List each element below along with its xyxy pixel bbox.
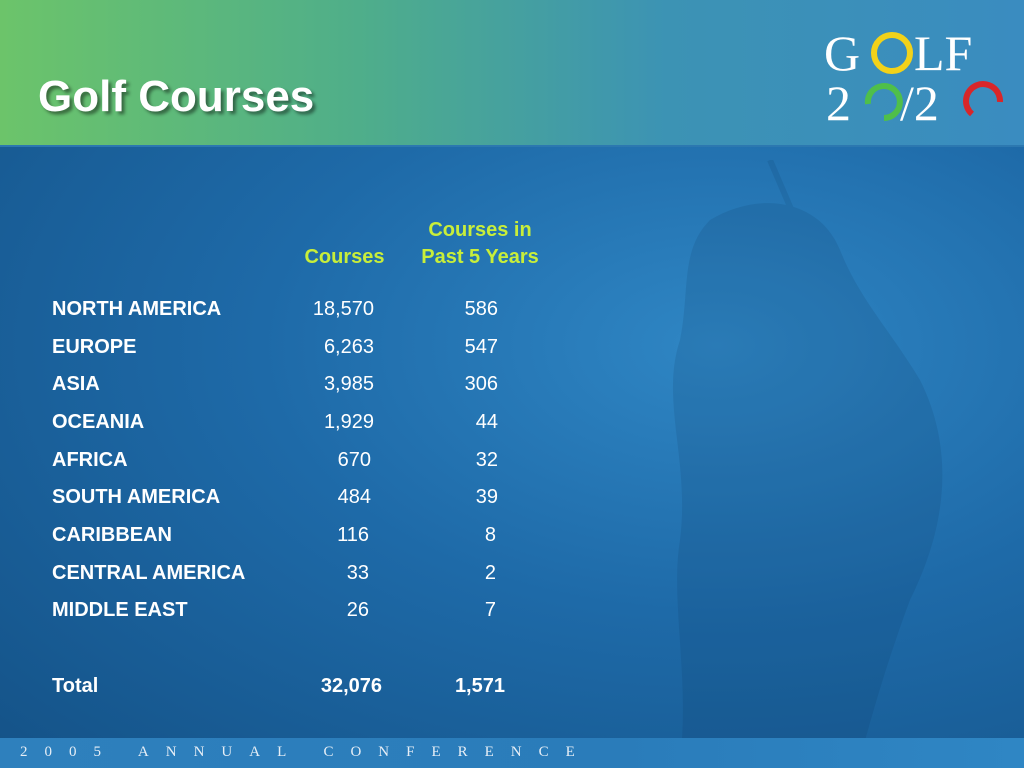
past5-value: 39 bbox=[475, 486, 498, 508]
svg-text:G: G bbox=[824, 25, 862, 81]
past5-column-header-line1: Courses in bbox=[428, 219, 532, 241]
courses-value: 3,985 bbox=[323, 373, 374, 395]
svg-text:/2: /2 bbox=[900, 75, 939, 130]
region-label: AFRICA bbox=[52, 449, 128, 471]
past5-value: 547 bbox=[464, 336, 498, 358]
region-label: OCEANIA bbox=[52, 411, 145, 433]
courses-column-header: Courses bbox=[304, 246, 385, 268]
past5-value: 44 bbox=[475, 411, 498, 433]
courses-value: 18,570 bbox=[312, 298, 374, 320]
golf-2020-logo: G LF 2 /2 bbox=[824, 25, 1004, 130]
past5-value: 2 bbox=[484, 562, 496, 584]
region-label: CENTRAL AMERICA bbox=[52, 562, 246, 584]
svg-text:2: 2 bbox=[826, 75, 851, 130]
past5-value: 306 bbox=[464, 373, 498, 395]
region-label: NORTH AMERICA bbox=[52, 298, 222, 320]
title-banner bbox=[0, 0, 1024, 147]
past5-value: 586 bbox=[464, 298, 498, 320]
courses-value: 1,929 bbox=[323, 411, 374, 433]
region-label: MIDDLE EAST bbox=[52, 599, 188, 621]
region-label: ASIA bbox=[52, 373, 100, 395]
region-label: EUROPE bbox=[52, 336, 137, 358]
past5-value: 32 bbox=[475, 449, 498, 471]
courses-value: 484 bbox=[337, 486, 371, 508]
courses-value: 6,263 bbox=[323, 336, 374, 358]
past5-value: 7 bbox=[484, 599, 496, 621]
courses-value: 116 bbox=[337, 524, 369, 546]
courses-value: 33 bbox=[346, 562, 369, 584]
total-past5-value: 1,571 bbox=[454, 675, 505, 697]
conference-footer-text: 2005 ANNUAL CONFERENCE bbox=[20, 744, 592, 760]
svg-text:LF: LF bbox=[914, 25, 972, 81]
page-title: Golf Courses bbox=[38, 72, 315, 121]
footer-bar: 2005 ANNUAL CONFERENCE bbox=[0, 738, 1024, 768]
courses-value: 670 bbox=[337, 449, 371, 471]
courses-value: 26 bbox=[346, 599, 369, 621]
past5-column-header-line2: Past 5 Years bbox=[421, 246, 539, 268]
golfer-silhouette bbox=[672, 160, 943, 760]
total-label: Total bbox=[52, 675, 99, 697]
region-label: CARIBBEAN bbox=[52, 524, 172, 546]
total-courses-value: 32,076 bbox=[320, 675, 382, 697]
past5-value: 8 bbox=[484, 524, 496, 546]
region-label: SOUTH AMERICA bbox=[52, 486, 221, 508]
